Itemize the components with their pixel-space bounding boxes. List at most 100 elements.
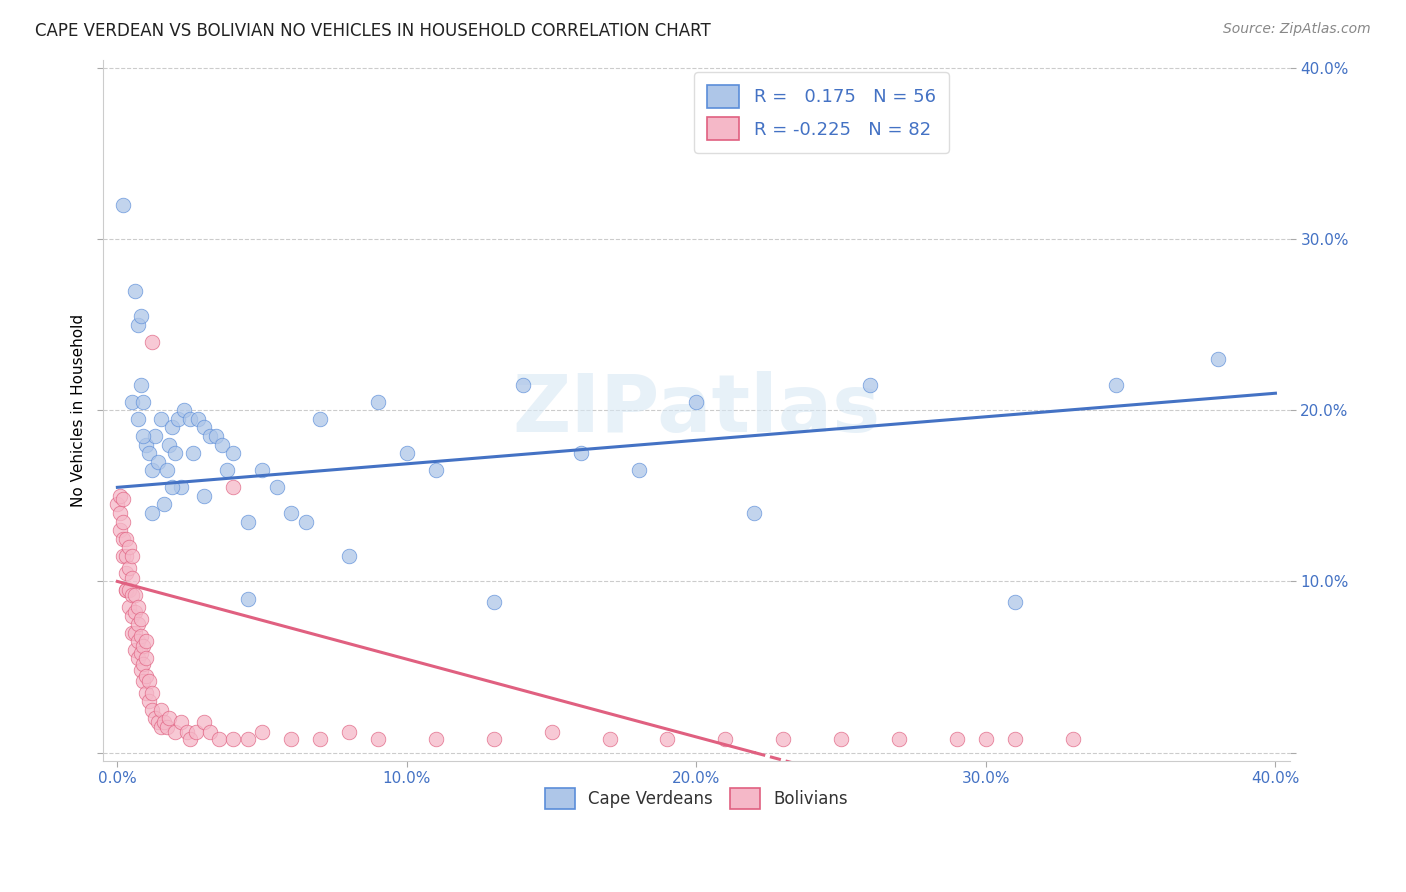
- Point: [250, 463, 273, 477]
- Point: [512, 377, 534, 392]
- Point: [236, 731, 259, 746]
- Point: [121, 394, 143, 409]
- Point: [569, 446, 592, 460]
- Point: [115, 566, 138, 580]
- Point: [155, 720, 177, 734]
- Point: [112, 515, 135, 529]
- Point: [127, 600, 149, 615]
- Text: Source: ZipAtlas.com: Source: ZipAtlas.com: [1223, 22, 1371, 37]
- Point: [167, 412, 190, 426]
- Point: [143, 711, 166, 725]
- Point: [141, 506, 163, 520]
- Point: [222, 446, 245, 460]
- Point: [118, 582, 141, 597]
- Point: [118, 600, 141, 615]
- Point: [152, 498, 174, 512]
- Point: [115, 549, 138, 563]
- Point: [138, 673, 160, 688]
- Point: [124, 625, 146, 640]
- Point: [121, 549, 143, 563]
- Point: [124, 284, 146, 298]
- Point: [657, 731, 679, 746]
- Point: [121, 608, 143, 623]
- Point: [135, 668, 157, 682]
- Point: [685, 394, 707, 409]
- Point: [129, 664, 152, 678]
- Point: [184, 725, 207, 739]
- Point: [110, 489, 132, 503]
- Point: [141, 703, 163, 717]
- Point: [482, 731, 505, 746]
- Point: [129, 612, 152, 626]
- Point: [425, 731, 447, 746]
- Point: [395, 446, 418, 460]
- Point: [193, 489, 215, 503]
- Legend: Cape Verdeans, Bolivians: Cape Verdeans, Bolivians: [538, 781, 855, 816]
- Point: [1004, 595, 1026, 609]
- Point: [115, 582, 138, 597]
- Point: [121, 625, 143, 640]
- Point: [887, 731, 910, 746]
- Point: [141, 463, 163, 477]
- Point: [627, 463, 650, 477]
- Point: [859, 377, 882, 392]
- Point: [181, 446, 204, 460]
- Point: [115, 582, 138, 597]
- Point: [222, 480, 245, 494]
- Point: [115, 532, 138, 546]
- Point: [772, 731, 794, 746]
- Point: [135, 651, 157, 665]
- Point: [294, 515, 316, 529]
- Point: [236, 515, 259, 529]
- Point: [149, 720, 172, 734]
- Point: [170, 480, 193, 494]
- Point: [173, 403, 195, 417]
- Point: [250, 725, 273, 739]
- Point: [118, 560, 141, 574]
- Point: [129, 629, 152, 643]
- Point: [149, 412, 172, 426]
- Point: [170, 714, 193, 729]
- Text: ZIPatlas: ZIPatlas: [512, 371, 880, 450]
- Point: [129, 377, 152, 392]
- Point: [217, 463, 239, 477]
- Point: [193, 420, 215, 434]
- Point: [112, 549, 135, 563]
- Point: [135, 686, 157, 700]
- Point: [1062, 731, 1084, 746]
- Point: [118, 540, 141, 554]
- Point: [198, 725, 221, 739]
- Point: [266, 480, 288, 494]
- Point: [425, 463, 447, 477]
- Point: [974, 731, 997, 746]
- Point: [309, 412, 332, 426]
- Point: [110, 506, 132, 520]
- Point: [152, 714, 174, 729]
- Point: [146, 455, 169, 469]
- Point: [132, 429, 155, 443]
- Point: [135, 634, 157, 648]
- Point: [309, 731, 332, 746]
- Point: [143, 429, 166, 443]
- Point: [105, 498, 128, 512]
- Text: CAPE VERDEAN VS BOLIVIAN NO VEHICLES IN HOUSEHOLD CORRELATION CHART: CAPE VERDEAN VS BOLIVIAN NO VEHICLES IN …: [35, 22, 711, 40]
- Point: [367, 731, 389, 746]
- Point: [280, 731, 302, 746]
- Point: [946, 731, 969, 746]
- Point: [742, 506, 765, 520]
- Point: [208, 731, 231, 746]
- Point: [138, 446, 160, 460]
- Point: [337, 549, 360, 563]
- Point: [193, 714, 215, 729]
- Point: [176, 725, 198, 739]
- Point: [127, 318, 149, 332]
- Point: [129, 646, 152, 660]
- Point: [165, 446, 187, 460]
- Point: [132, 673, 155, 688]
- Point: [146, 714, 169, 729]
- Y-axis label: No Vehicles in Household: No Vehicles in Household: [72, 314, 86, 507]
- Point: [337, 725, 360, 739]
- Point: [132, 640, 155, 654]
- Point: [127, 634, 149, 648]
- Point: [135, 437, 157, 451]
